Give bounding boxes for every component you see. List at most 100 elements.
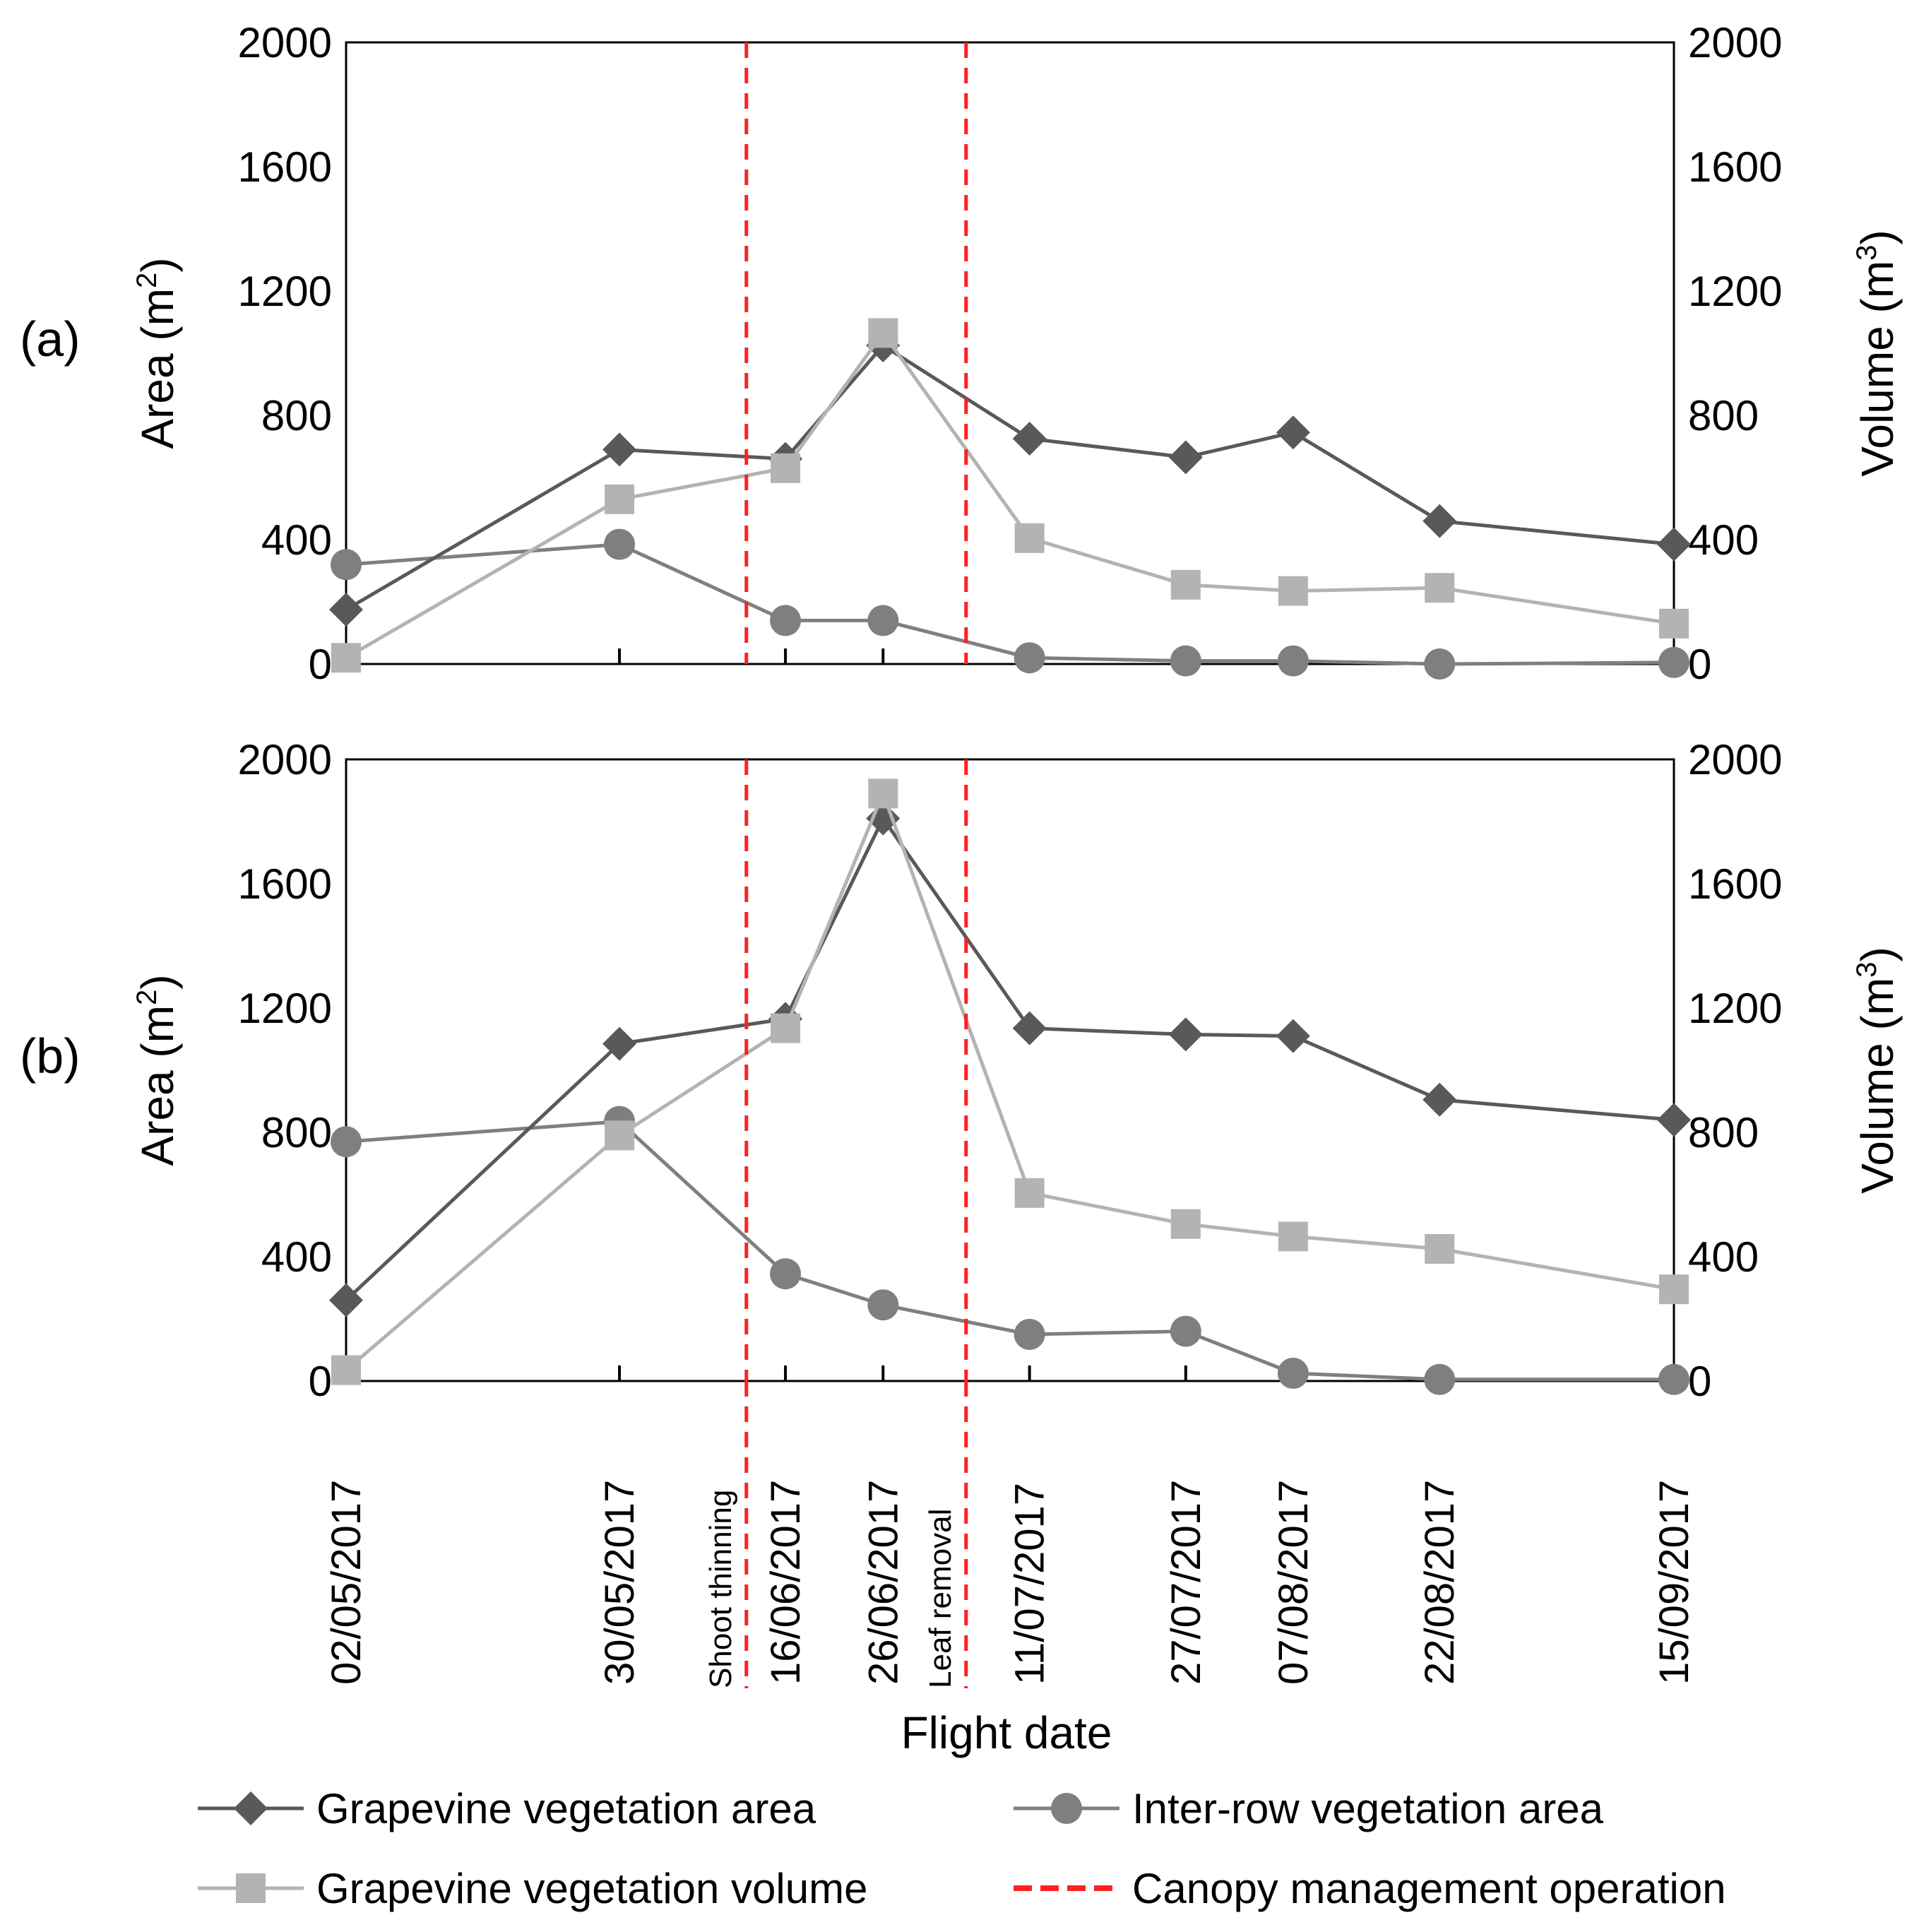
- y-tick-label-right: 400: [1688, 1233, 1759, 1281]
- panel-label: (a): [20, 312, 81, 367]
- x-tick-label: 07/08/2017: [1271, 1480, 1317, 1685]
- x-tick-label: 02/05/2017: [323, 1480, 369, 1685]
- y-tick-label-left: 2000: [238, 19, 332, 66]
- data-point-volume_grapevine: [331, 1355, 361, 1385]
- legend-label: Inter-row vegetation area: [1132, 1785, 1604, 1832]
- data-point-volume_grapevine: [605, 484, 635, 514]
- x-tick-label: 11/07/2017: [1007, 1483, 1053, 1685]
- data-point-volume_grapevine: [1425, 1234, 1455, 1264]
- series-line-area_grapevine: [345, 814, 1675, 1302]
- data-point-volume_grapevine: [1170, 569, 1201, 600]
- legend-marker-area_interrow: [1051, 1793, 1082, 1824]
- y-tick-label-right: 2000: [1688, 736, 1782, 783]
- x-tick-label: 22/08/2017: [1417, 1480, 1463, 1685]
- y-tick-label-left: 0: [309, 641, 332, 688]
- data-point-area_grapevine: [1168, 1017, 1203, 1052]
- series-line-area_interrow: [345, 1120, 1674, 1382]
- x-tick-label: 16/06/2017: [763, 1480, 809, 1685]
- plot-frame: [345, 41, 1675, 665]
- data-point-area_interrow: [770, 605, 802, 636]
- y-tick-label-left: 400: [261, 516, 332, 564]
- data-point-volume_grapevine: [868, 318, 898, 348]
- data-point-area_grapevine: [602, 432, 637, 467]
- data-point-area_interrow: [1014, 642, 1045, 674]
- y-tick-label-right: 800: [1688, 392, 1759, 439]
- y-axis-title-left: Area (m2): [131, 257, 183, 449]
- y-tick-label-right: 1600: [1688, 860, 1782, 908]
- legend: Grapevine vegetation area Inter-row veget…: [198, 1785, 1726, 1912]
- data-point-volume_grapevine: [1659, 1274, 1689, 1305]
- data-point-area_interrow: [1658, 646, 1689, 678]
- panel-b: 0 0 400 400 800 800 1200 1200 1600 1600 2000 2000 (b…: [20, 736, 1903, 1405]
- y-tick-label-left: 400: [261, 1233, 332, 1281]
- data-point-volume_grapevine: [1170, 1209, 1201, 1239]
- data-point-area_interrow: [867, 605, 899, 636]
- data-point-area_interrow: [1014, 1319, 1045, 1350]
- plot-frame: [345, 758, 1675, 1382]
- y-tick-label-right: 1200: [1688, 985, 1782, 1032]
- y-tick-label-right: 2000: [1688, 19, 1782, 66]
- y-tick-label-left: 1600: [238, 860, 332, 908]
- data-point-volume_grapevine: [1425, 573, 1455, 603]
- operation-label: Leaf removal: [923, 1509, 958, 1688]
- x-tick-label: 26/06/2017: [860, 1480, 906, 1685]
- x-tick-label: 27/07/2017: [1163, 1480, 1209, 1685]
- y-tick-label-right: 0: [1688, 641, 1711, 688]
- series-line-volume_grapevine: [345, 330, 1675, 660]
- data-point-volume_grapevine: [1278, 576, 1308, 606]
- data-point-area_interrow: [331, 1126, 362, 1158]
- data-point-volume_grapevine: [868, 778, 898, 809]
- legend-marker-volume_grapevine: [236, 1873, 266, 1903]
- data-point-area_grapevine: [1276, 1019, 1310, 1053]
- data-point-area_grapevine: [1168, 440, 1203, 475]
- series-line-area_interrow: [345, 543, 1675, 666]
- y-tick-label-left: 800: [261, 392, 332, 439]
- data-point-volume_grapevine: [1659, 608, 1689, 639]
- data-point-area_interrow: [1658, 1363, 1689, 1395]
- data-point-volume_grapevine: [605, 1120, 635, 1151]
- data-point-volume_grapevine: [331, 643, 361, 673]
- x-tick-label: 30/05/2017: [597, 1480, 643, 1685]
- data-point-area_grapevine: [602, 1026, 637, 1061]
- y-tick-label-left: 1600: [238, 143, 332, 191]
- series-line-volume_grapevine: [345, 788, 1675, 1372]
- data-point-area_interrow: [1277, 645, 1309, 677]
- data-point-area_interrow: [1170, 645, 1201, 677]
- x-tick-label: 15/09/2017: [1651, 1480, 1697, 1685]
- data-point-area_grapevine: [329, 593, 363, 627]
- data-point-area_interrow: [1424, 648, 1456, 680]
- y-tick-label-left: 0: [309, 1358, 332, 1405]
- data-point-area_grapevine: [1657, 527, 1691, 562]
- y-axis-title-right: Volume (m3): [1851, 947, 1903, 1193]
- data-point-area_grapevine: [1422, 504, 1457, 538]
- y-tick-label-right: 0: [1688, 1358, 1711, 1405]
- data-point-volume_grapevine: [1014, 523, 1045, 553]
- y-axis-title-left: Area (m2): [131, 974, 183, 1166]
- legend-label: Canopy management operation: [1132, 1865, 1726, 1912]
- data-point-volume_grapevine: [771, 1013, 801, 1043]
- panel-label: (b): [20, 1029, 81, 1084]
- data-point-area_grapevine: [1657, 1103, 1691, 1137]
- x-axis-title: Flight date: [901, 1707, 1112, 1758]
- y-tick-label-right: 1600: [1688, 143, 1782, 191]
- y-tick-label-left: 1200: [238, 268, 332, 315]
- data-point-area_grapevine: [1276, 415, 1310, 450]
- operation-label: Shoot thinning: [703, 1490, 738, 1688]
- series-line-area_grapevine: [345, 343, 1675, 612]
- data-point-area_interrow: [1424, 1363, 1456, 1395]
- data-point-area_grapevine: [1422, 1082, 1457, 1117]
- data-point-volume_grapevine: [1278, 1221, 1308, 1252]
- data-point-area_interrow: [1170, 1315, 1201, 1347]
- legend-marker-area_grapevine: [234, 1791, 268, 1825]
- data-point-volume_grapevine: [1014, 1178, 1045, 1208]
- y-tick-label-left: 2000: [238, 736, 332, 783]
- legend-label: Grapevine vegetation area: [316, 1785, 816, 1832]
- data-point-area_grapevine: [1012, 422, 1047, 456]
- data-point-area_interrow: [1277, 1358, 1309, 1389]
- panel-a: 0 0 400 400 800 800 1200 1200 1600 1600 2000 2000 (a…: [20, 19, 1903, 688]
- y-tick-label-left: 800: [261, 1109, 332, 1156]
- legend-label: Grapevine vegetation volume: [316, 1865, 867, 1912]
- data-point-area_interrow: [867, 1289, 899, 1321]
- data-point-area_grapevine: [329, 1283, 363, 1317]
